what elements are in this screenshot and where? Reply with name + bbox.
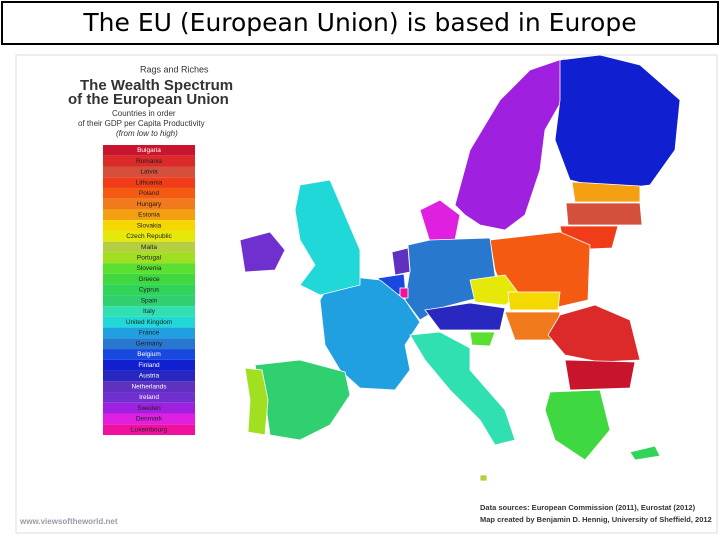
legend-label: Denmark bbox=[136, 416, 163, 423]
legend-label: Italy bbox=[143, 308, 156, 315]
map-subtitle: of their GDP per Capita Productivity bbox=[78, 119, 205, 128]
legend-label: Finland bbox=[138, 362, 160, 369]
legend-swatch bbox=[103, 177, 195, 188]
credit: Data sources: European Commission (2011)… bbox=[480, 503, 696, 512]
legend-swatch bbox=[103, 402, 195, 414]
legend-label: Poland bbox=[139, 190, 160, 197]
country-shape bbox=[399, 287, 409, 299]
legend-swatch bbox=[103, 338, 195, 350]
country-shape bbox=[244, 367, 269, 436]
legend-label: Latvia bbox=[140, 169, 158, 176]
legend-swatch bbox=[103, 370, 195, 382]
legend-label: Greece bbox=[138, 276, 160, 283]
legend-swatch bbox=[103, 327, 195, 339]
legend-swatch bbox=[103, 198, 195, 210]
legend-label: Bulgaria bbox=[137, 147, 161, 154]
legend-label: Czech Republic bbox=[126, 233, 172, 240]
country-shape bbox=[454, 57, 566, 231]
legend-swatch bbox=[103, 381, 195, 393]
legend-swatch bbox=[103, 155, 195, 167]
country-shape bbox=[391, 247, 411, 276]
country-shape bbox=[565, 202, 643, 226]
country-shape bbox=[544, 389, 611, 461]
legend-label: Sweden bbox=[137, 405, 161, 412]
country-shape bbox=[294, 179, 361, 296]
legend-swatch bbox=[103, 349, 195, 360]
legend-swatch bbox=[103, 273, 195, 285]
legend-swatch bbox=[103, 424, 195, 435]
legend-label: Belgium bbox=[137, 351, 160, 358]
country-shape bbox=[571, 181, 641, 203]
map-subtitle: Countries in order bbox=[112, 109, 176, 118]
legend-swatch bbox=[103, 252, 195, 264]
country-shape bbox=[479, 474, 488, 482]
map-kicker: Rags and Riches bbox=[140, 64, 209, 74]
slide-title: The EU (European Union) is based in Euro… bbox=[1, 1, 719, 45]
map-title: of the European Union bbox=[68, 91, 229, 108]
country-shape bbox=[424, 302, 506, 331]
legend-label: Hungary bbox=[137, 201, 162, 208]
watermark: www.viewsoftheworld.net bbox=[19, 517, 118, 526]
legend-swatch bbox=[103, 220, 195, 231]
country-shape bbox=[547, 304, 641, 363]
legend-swatch bbox=[103, 359, 195, 371]
legend-swatch bbox=[103, 263, 195, 274]
legend-swatch bbox=[103, 166, 195, 178]
legend-label: Lithuania bbox=[136, 179, 163, 186]
country-shape bbox=[629, 445, 661, 461]
legend-swatch bbox=[103, 413, 195, 425]
legend-swatch bbox=[103, 306, 195, 317]
legend-label: Ireland bbox=[139, 394, 159, 401]
legend-swatch bbox=[103, 392, 195, 403]
legend-swatch bbox=[103, 241, 195, 253]
credit: Map created by Benjamin D. Hennig, Unive… bbox=[480, 515, 712, 524]
legend-swatch bbox=[103, 284, 195, 296]
legend-label: Netherlands bbox=[131, 383, 167, 390]
legend-swatch bbox=[103, 230, 195, 242]
legend-label: Malta bbox=[141, 244, 157, 251]
country-shape bbox=[319, 274, 421, 391]
legend-swatch bbox=[103, 187, 195, 199]
legend-swatch bbox=[103, 209, 195, 221]
country-shape bbox=[419, 199, 461, 243]
legend-label: Slovenia bbox=[137, 265, 162, 272]
country-shape bbox=[239, 231, 286, 273]
legend-label: Spain bbox=[141, 297, 158, 304]
legend-swatch bbox=[103, 295, 195, 307]
map-title: The Wealth Spectrum bbox=[80, 77, 233, 94]
legend-label: Estonia bbox=[138, 212, 160, 219]
legend-label: Portugal bbox=[137, 254, 162, 261]
country-shape bbox=[507, 291, 561, 311]
map-subtitle: (from low to high) bbox=[116, 129, 178, 138]
legend-label: France bbox=[139, 330, 160, 337]
legend: Bulgaria Romania Latvia Lithuania Poland Hung… bbox=[103, 145, 195, 435]
legend-label: Slovakia bbox=[137, 222, 162, 229]
legend-swatch bbox=[103, 316, 195, 328]
legend-label: Cyprus bbox=[139, 287, 160, 294]
legend-label: Austria bbox=[139, 373, 160, 380]
legend-label: Romania bbox=[136, 158, 162, 165]
country-shape bbox=[554, 54, 681, 191]
legend-label: Germany bbox=[136, 340, 163, 347]
country-shape bbox=[469, 331, 496, 347]
country-shape bbox=[564, 359, 636, 391]
legend-label: United Kingdom bbox=[126, 319, 172, 326]
legend-swatch bbox=[103, 145, 195, 156]
country-shape bbox=[409, 331, 516, 446]
legend-label: Luxembourg bbox=[131, 426, 168, 433]
countries bbox=[239, 54, 681, 482]
